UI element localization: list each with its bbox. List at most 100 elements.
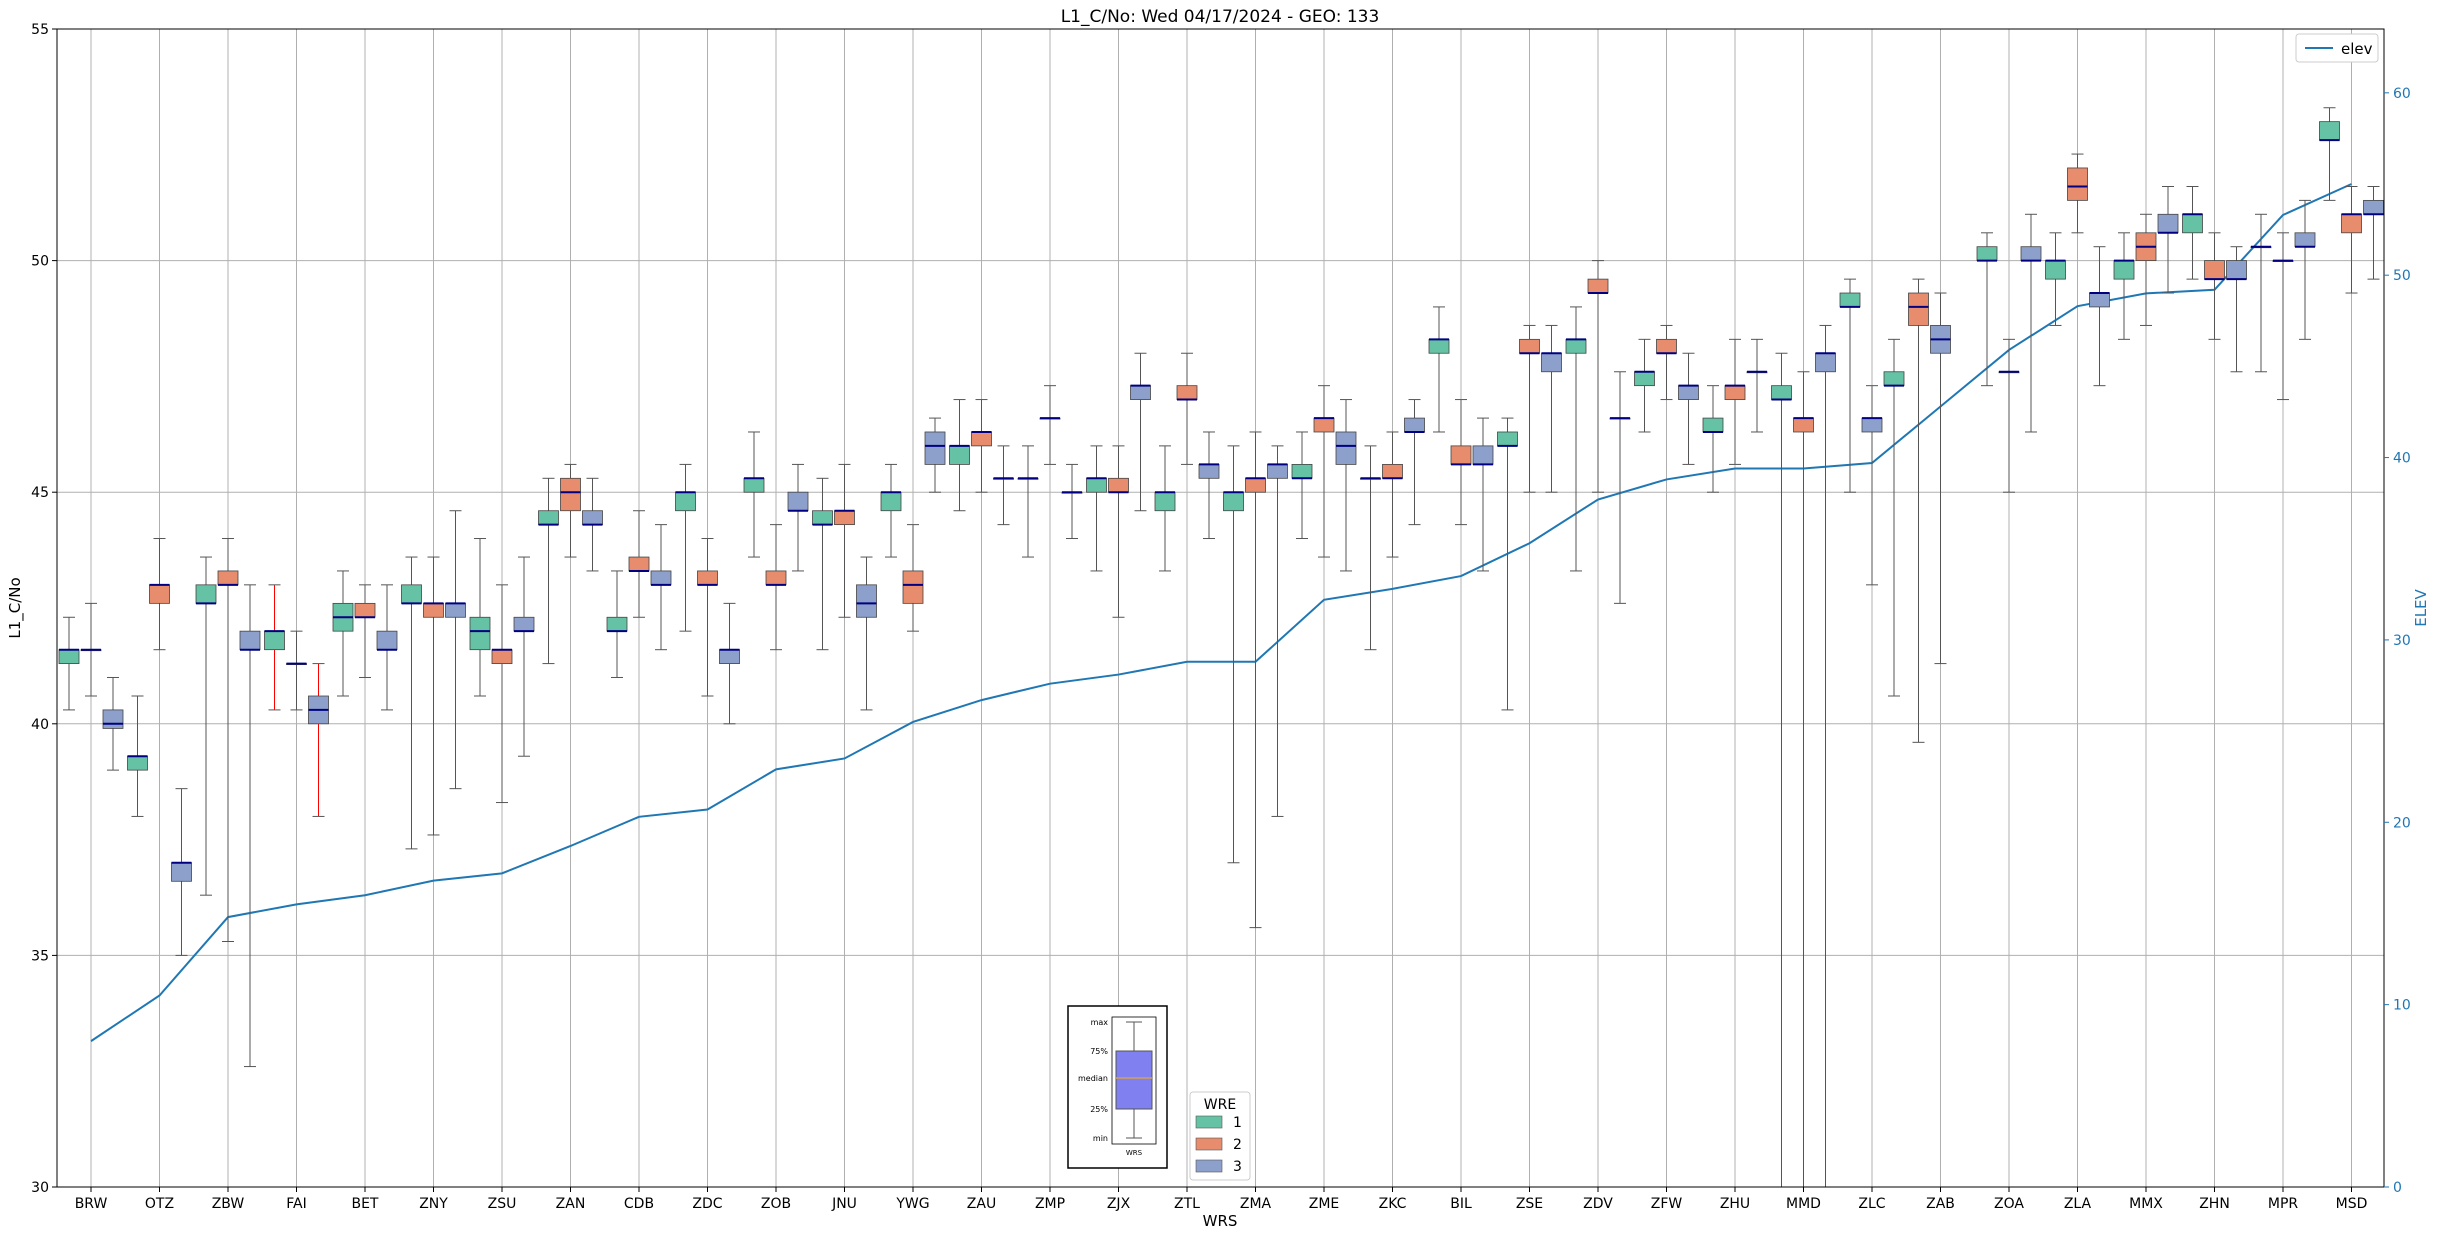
box-body	[513, 616, 535, 632]
box-body	[1587, 278, 1609, 294]
box-body	[628, 556, 650, 572]
box-plot-mmx-3	[2157, 185, 2179, 294]
box-body	[2182, 213, 2203, 234]
box-body	[171, 862, 192, 882]
box-plot-zob-2	[765, 524, 787, 651]
box-plot-zan-1	[538, 477, 559, 665]
box-body	[719, 649, 740, 664]
box-body	[1976, 246, 1998, 261]
box-plot-mmd-3	[1815, 324, 1836, 1187]
box-body	[2204, 260, 2225, 280]
box-plot-zau-1	[949, 399, 970, 512]
elev-legend-label: elev	[2341, 40, 2373, 58]
box-body	[376, 630, 398, 651]
box-plot-brw-1	[58, 616, 80, 711]
x-tick-label: BIL	[1450, 1196, 1472, 1212]
box-plot-zme-1	[1291, 431, 1313, 540]
box-body	[1678, 385, 1699, 400]
box-plot-zla-3	[2089, 246, 2110, 387]
box-body	[2067, 167, 2088, 201]
box-body	[354, 602, 376, 618]
box-body	[1497, 431, 1518, 447]
x-tick-label: ZKC	[1379, 1196, 1407, 1212]
box-plot-zkc-2	[1382, 431, 1403, 558]
box-plot-ztl-3	[1198, 431, 1220, 540]
box-body	[1883, 371, 1905, 387]
box-plot-zme-3	[1335, 399, 1357, 572]
x-tick-label: ZNY	[419, 1196, 448, 1212]
box-plot-mpr-1	[2250, 213, 2272, 373]
x-tick-label: FAI	[286, 1196, 306, 1212]
box-plot-fai-3	[308, 663, 329, 817]
key-label-max: max	[1091, 1018, 1109, 1027]
box-body	[58, 649, 80, 664]
box-plot-zny-3	[445, 510, 466, 790]
key-label-xlabel: WRS	[1126, 1149, 1143, 1157]
box-body	[2363, 199, 2384, 215]
elev-series	[90, 183, 2352, 1042]
box-plot-zmp-1	[1017, 445, 1039, 558]
key-label-median: median	[1078, 1074, 1108, 1083]
box-plot-zan-3	[582, 477, 603, 572]
wre-legend: WRE 1 2 3	[1189, 1091, 1251, 1181]
y-tick-label: 50	[31, 254, 49, 270]
x-tick-label: BRW	[75, 1196, 108, 1212]
wre-legend-title: WRE	[1204, 1097, 1236, 1113]
box-plot-bet-3	[376, 584, 398, 711]
box-plot-zhn-3	[2226, 246, 2247, 373]
box-body	[971, 431, 992, 447]
box-body	[1472, 445, 1494, 465]
box-body	[743, 477, 765, 493]
box-plot-zny-1	[401, 556, 422, 850]
x-tick-label: MSD	[2336, 1196, 2368, 1212]
box-plot-otz-3	[171, 788, 192, 956]
y-tick-label: 35	[31, 948, 49, 964]
box-plot-zhu-1	[1702, 385, 1724, 493]
box-body	[1724, 385, 1746, 400]
box-plot-zjx-2	[1108, 445, 1129, 618]
y2-tick-label: 40	[2393, 451, 2411, 467]
x-tick-label: ZOB	[761, 1196, 791, 1212]
x-tick-label: ZDC	[692, 1196, 722, 1212]
box-plot-otz-2	[149, 538, 170, 651]
x-axis-label: WRS	[1203, 1212, 1238, 1230]
box-plot-zse-1	[1497, 417, 1518, 711]
box-plot-zfw-3	[1678, 352, 1699, 465]
box-body	[2089, 292, 2110, 308]
box-plot-zmp-3	[1061, 463, 1083, 540]
box-body	[812, 510, 833, 526]
x-tick-label: OTZ	[145, 1196, 174, 1212]
box-body	[2113, 260, 2135, 280]
box-body	[1815, 352, 1836, 373]
y2-tick-label: 20	[2393, 815, 2411, 831]
box-plot-zdv-2	[1587, 260, 1609, 493]
box-body	[1086, 477, 1107, 493]
box-plot-bet-2	[354, 584, 376, 678]
box-body	[1404, 417, 1425, 433]
wre-legend-swatch-3	[1195, 1159, 1223, 1173]
box-plot-mmd-1	[1771, 352, 1792, 1187]
x-tick-label: ZBW	[212, 1196, 245, 1212]
x-tick-label: ZLA	[2064, 1196, 2092, 1212]
box-body	[1130, 385, 1151, 400]
box-body	[834, 510, 855, 526]
box-body	[195, 584, 217, 604]
y-tick-label: 45	[31, 485, 49, 501]
box-body	[1245, 477, 1266, 493]
box-body	[2045, 260, 2066, 280]
x-tick-label: JNU	[831, 1196, 857, 1212]
box-plot-ywg-3	[924, 417, 946, 493]
box-body	[1771, 385, 1792, 400]
box-body	[856, 584, 877, 618]
y2-tick-label: 60	[2393, 86, 2411, 102]
box-plot-brw-3	[102, 676, 124, 771]
box-plot-bil-2	[1450, 399, 1472, 526]
box-plot-ztl-2	[1176, 352, 1198, 465]
box-plot-zhu-2	[1724, 338, 1746, 465]
x-tick-label: ZHN	[2199, 1196, 2230, 1212]
box-body	[1793, 417, 1814, 433]
y2-tick-label: 0	[2393, 1180, 2402, 1196]
box-plot-otz-1	[127, 695, 148, 817]
